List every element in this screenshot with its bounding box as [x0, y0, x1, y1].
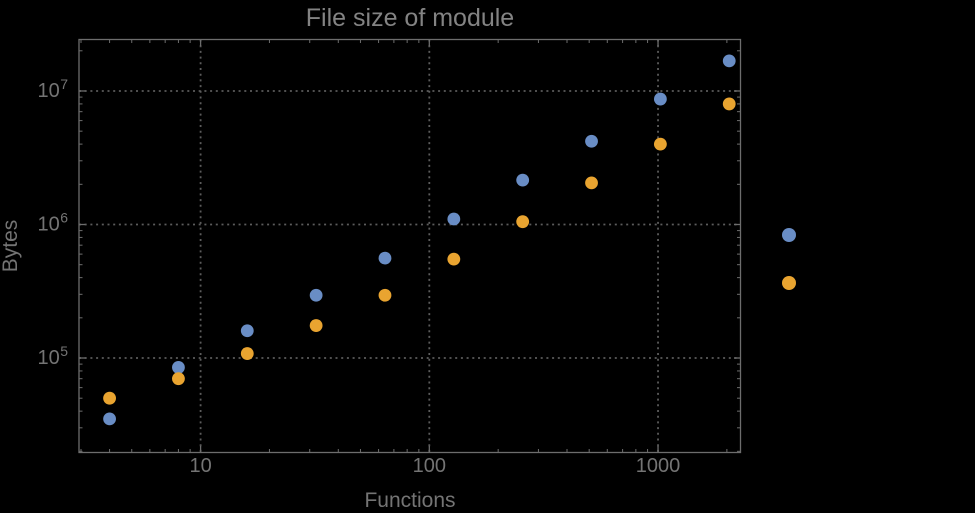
data-point-blue	[722, 54, 736, 68]
ticks-layer	[79, 39, 741, 453]
x-tick-label: 1000	[636, 455, 681, 477]
chart-title: File size of module	[306, 4, 514, 32]
x-axis-label: Functions	[364, 489, 455, 512]
frame-layer	[78, 38, 742, 454]
data-point-blue	[653, 92, 667, 106]
tick-labels-layer: 10 100 1000 105 106 107	[37, 76, 680, 477]
data-point-orange	[585, 176, 598, 190]
legend-marker-blue	[782, 228, 796, 242]
data-point-orange	[653, 137, 667, 151]
data-point-blue	[447, 212, 461, 226]
y-axis-label: Bytes	[0, 220, 22, 273]
data-point-orange	[447, 252, 461, 266]
legend-layer	[782, 228, 796, 290]
data-point-orange	[103, 391, 116, 405]
data-point-orange	[309, 319, 323, 332]
data-point-blue	[240, 324, 254, 338]
y-tick-label: 107	[37, 76, 68, 102]
data-point-blue	[172, 361, 185, 374]
y-tick-label: 105	[37, 343, 68, 369]
data-point-blue	[309, 288, 323, 302]
gridlines-layer	[79, 39, 741, 453]
data-point-orange	[172, 372, 185, 386]
data-point-orange	[240, 347, 254, 360]
data-point-blue	[378, 251, 392, 265]
data-point-blue	[103, 412, 116, 426]
legend-marker-orange	[782, 276, 796, 290]
x-tick-label: 100	[413, 455, 446, 477]
plot-frame	[78, 38, 742, 454]
data-point-orange	[516, 215, 530, 229]
data-point-blue	[516, 173, 530, 187]
x-tick-label: 10	[189, 455, 211, 477]
data-point-blue	[585, 134, 598, 148]
data-points-layer	[103, 54, 736, 426]
data-point-orange	[722, 97, 736, 111]
y-tick-label: 106	[37, 209, 68, 235]
data-point-orange	[378, 288, 392, 302]
